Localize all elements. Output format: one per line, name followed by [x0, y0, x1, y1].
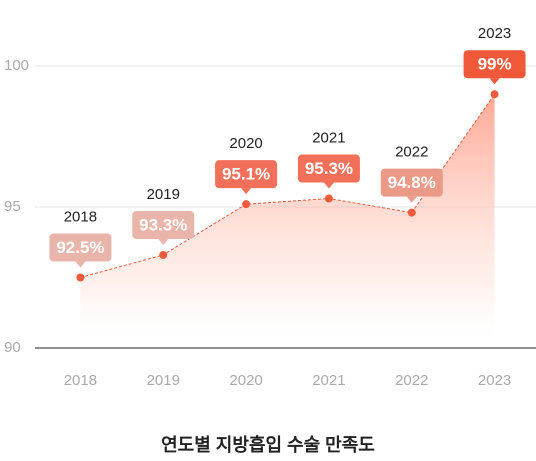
- x-tick-label: 2022: [395, 372, 428, 389]
- value-label: 99%: [478, 55, 512, 74]
- value-bubble: [132, 210, 195, 239]
- x-tick-label: 2023: [478, 372, 511, 389]
- point: [490, 90, 499, 99]
- line: [80, 93, 495, 278]
- value-label: 95.3%: [305, 159, 353, 178]
- area: [80, 94, 495, 348]
- bubble-pointer: [158, 238, 169, 245]
- y-tick-label: 100: [4, 57, 29, 74]
- x-tick-label: 2019: [147, 372, 180, 389]
- value-bubble: [463, 50, 526, 79]
- bubble-pointer: [406, 196, 417, 203]
- value-bubble: [297, 154, 360, 183]
- bubble-pointer: [489, 78, 500, 85]
- y-tick-label: 95: [4, 198, 21, 215]
- x-tick-label: 2021: [312, 372, 345, 389]
- point: [324, 194, 333, 203]
- value-label: 93.3%: [139, 215, 187, 234]
- point: [242, 200, 251, 209]
- x-tick-label: 2020: [229, 372, 262, 389]
- point: [159, 250, 168, 259]
- bubble-pointer: [75, 261, 86, 268]
- value-label: 94.8%: [388, 173, 436, 192]
- year-label: 2023: [478, 25, 511, 42]
- y-tick-label: 90: [4, 339, 21, 356]
- value-bubble: [380, 168, 443, 197]
- value-label: 95.1%: [222, 165, 270, 184]
- value-bubble: [215, 160, 278, 189]
- year-label: 2022: [395, 144, 428, 161]
- x-tick-label: 2018: [64, 372, 97, 389]
- value-label: 92.5%: [56, 238, 104, 257]
- point: [407, 208, 416, 217]
- year-label: 2020: [229, 135, 262, 152]
- year-label: 2019: [147, 186, 180, 203]
- bubble-pointer: [323, 182, 334, 189]
- chart-title: 연도별 지방흡입 수술 만족도: [161, 434, 375, 455]
- value-bubble: [49, 233, 112, 262]
- point: [76, 273, 85, 282]
- year-label: 2018: [64, 208, 97, 225]
- year-label: 2021: [312, 130, 345, 147]
- bubble-pointer: [241, 188, 252, 195]
